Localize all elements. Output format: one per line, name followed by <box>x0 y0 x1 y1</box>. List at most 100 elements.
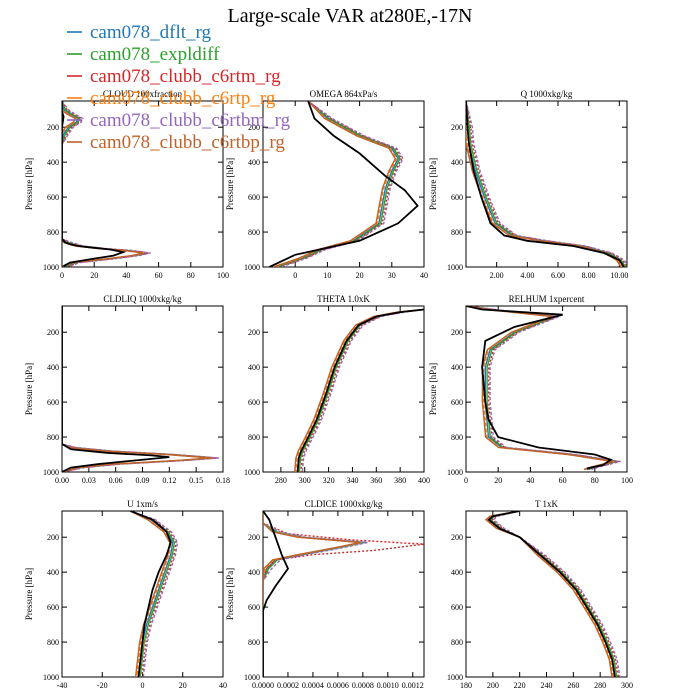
profile-lines <box>466 101 627 267</box>
y-tick-label: 200 <box>47 328 59 337</box>
y-tick-label: 600 <box>47 603 59 612</box>
x-tick-label: 0.00 <box>55 476 69 485</box>
x-tick-label: 80 <box>187 271 195 280</box>
x-tick-label: 40 <box>219 681 227 690</box>
series-line-cam078_clubb_c6rtp_rg <box>62 306 213 472</box>
panel-title: CLDLIQ 1000xkg/kg <box>103 294 182 304</box>
y-tick-label: 400 <box>47 363 59 372</box>
legend-item-label: cam078_clubb_c6rtp_rg <box>90 88 276 109</box>
y-tick-label: 600 <box>451 193 463 202</box>
x-tick-label: 20 <box>179 681 187 690</box>
series-line-cam078_clubb_c6rtbm_rg <box>130 511 179 677</box>
y-tick-label: 1000 <box>43 673 59 682</box>
panel-3: Q 1000xkg/kg Pressure [hPa] 200 400 600 800 10… <box>428 89 628 280</box>
series-line-cam078_clubb_c6rtbp_rg <box>62 101 143 267</box>
x-tick-label: 360 <box>370 476 382 485</box>
x-tick-label: 20 <box>494 476 502 485</box>
y-tick-label: 400 <box>47 568 59 577</box>
x-tick-label: 40 <box>420 271 428 280</box>
x-tick-label: 0.03 <box>82 476 96 485</box>
y-tick-label: 800 <box>248 433 260 442</box>
x-tick-label: 30 <box>388 271 396 280</box>
x-tick-label: 240 <box>541 681 553 690</box>
x-tick-label: 4.00 <box>520 271 534 280</box>
panel-title: U 1xm/s <box>127 499 158 509</box>
x-tick-label: 220 <box>514 681 526 690</box>
y-tick-label: 400 <box>248 158 260 167</box>
series-line-cam078_clubb_c6rtbp_rg <box>484 511 613 677</box>
legend: cam078_dflt_rgcam078_expldiffcam078_club… <box>67 22 291 153</box>
y-tick-label: 800 <box>47 228 59 237</box>
x-tick-label: 60 <box>155 271 163 280</box>
legend-item-label: cam078_clubb_c6rtbp_rg <box>90 132 285 153</box>
x-tick-label: 0.0004 <box>302 681 324 690</box>
profile-lines <box>62 101 151 267</box>
plot-frame <box>262 305 425 473</box>
series-line-cam078_clubb_c6rtm_rg <box>263 511 424 677</box>
series-line-cam078_expldiff <box>62 306 216 472</box>
series-line-cam078_clubb_c6rtbp_rg <box>272 101 397 267</box>
x-tick-label: 0 <box>141 681 145 690</box>
x-tick-label: 0.0000 <box>252 681 274 690</box>
series-line-cam078_clubb_c6rtbm_rg <box>62 101 151 267</box>
control-profile-line <box>466 101 625 267</box>
y-tick-label: 400 <box>451 568 463 577</box>
x-tick-label: 80 <box>591 476 599 485</box>
series-line-cam078_clubb_c6rtp_rg <box>273 101 398 267</box>
panel-title: CLOUD 100xfraction <box>103 89 183 99</box>
x-tick-label: 260 <box>567 681 579 690</box>
x-tick-label: 200 <box>487 681 499 690</box>
y-tick-label: 1000 <box>244 468 260 477</box>
x-tick-label: 0.0006 <box>327 681 349 690</box>
y-tick-label: 1000 <box>43 468 59 477</box>
series-line-cam078_clubb_c6rtp_rg <box>263 511 362 677</box>
y-tick-label: 200 <box>248 533 260 542</box>
control-profile-line <box>130 511 172 677</box>
series-line-cam078_clubb_c6rtp_rg <box>295 308 424 472</box>
series-line-cam078_clubb_c6rtbp_rg <box>62 306 212 472</box>
x-tick-label: 0.0012 <box>402 681 424 690</box>
x-tick-label: 300 <box>299 476 311 485</box>
series-line-cam078_dflt_rg <box>62 306 215 472</box>
x-tick-label: 100 <box>217 271 229 280</box>
y-tick-label: 600 <box>248 193 260 202</box>
series-line-cam078_clubb_c6rtbm_rg <box>280 101 404 267</box>
panel-title: RELHUM 1xpercent <box>509 294 585 304</box>
y-tick-label: 1000 <box>244 673 260 682</box>
plot-frame <box>465 100 628 268</box>
panel-title: Q 1000xkg/kg <box>521 89 573 99</box>
legend-item-label: cam078_dflt_rg <box>90 22 212 43</box>
y-tick-label: 600 <box>451 398 463 407</box>
x-tick-label: 340 <box>346 476 358 485</box>
series-line-cam078_clubb_c6rtm_rg <box>491 511 619 677</box>
series-line-cam078_expldiff <box>466 101 627 267</box>
y-tick-label: 600 <box>47 398 59 407</box>
y-tick-label: 600 <box>248 398 260 407</box>
series-line-cam078_clubb_c6rtbp_rg <box>130 511 171 677</box>
series-line-cam078_clubb_c6rtbm_rg <box>492 511 621 677</box>
control-profile-line <box>296 308 424 472</box>
x-tick-label: 0 <box>293 271 297 280</box>
control-profile-line <box>263 511 290 677</box>
panel-5: THETA 1.0xK 200 400 600 800 1000 280 300 320 340 3… <box>244 294 430 485</box>
y-tick-label: 600 <box>47 193 59 202</box>
panel-title: T 1xK <box>535 499 559 509</box>
x-tick-label: 20 <box>90 271 98 280</box>
x-tick-label: 280 <box>594 681 606 690</box>
y-tick-label: 1000 <box>447 673 463 682</box>
series-line-cam078_clubb_c6rtm_rg <box>300 308 424 472</box>
y-tick-label: 800 <box>451 433 463 442</box>
plot-frame <box>262 100 425 268</box>
series-line-cam078_clubb_c6rtm_rg <box>466 101 627 267</box>
series-line-cam078_dflt_rg <box>296 308 424 472</box>
y-tick-label: 800 <box>47 638 59 647</box>
series-line-cam078_clubb_c6rtbm_rg <box>263 511 368 677</box>
x-tick-label: 0.06 <box>109 476 123 485</box>
x-tick-label: 10.00 <box>610 271 628 280</box>
series-line-cam078_dflt_rg <box>487 511 616 677</box>
plot-frame <box>465 510 628 678</box>
x-tick-label: 400 <box>418 476 430 485</box>
